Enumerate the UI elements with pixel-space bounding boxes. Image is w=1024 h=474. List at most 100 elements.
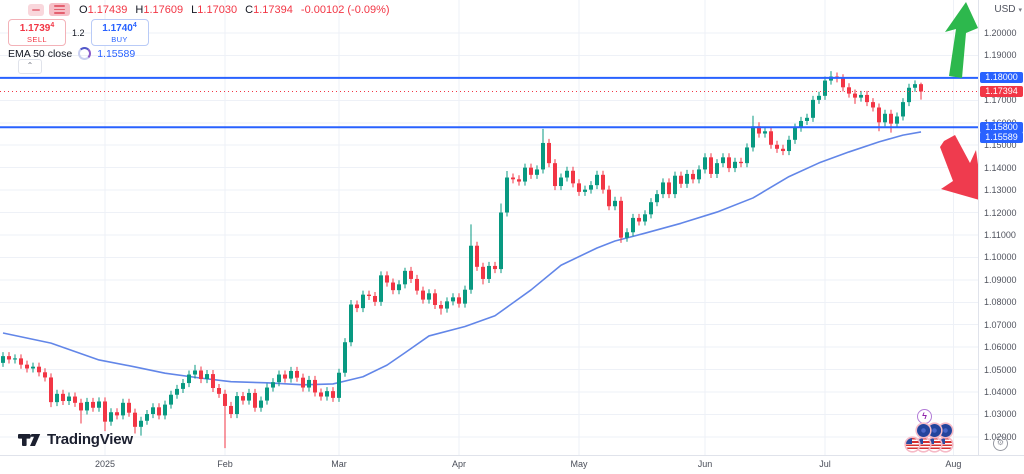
candle [469,224,473,294]
us-flag-icon[interactable] [906,438,919,451]
horizontal-level-lines[interactable] [0,76,978,129]
ema-indicator-legend[interactable]: EMA 50 close 1.15589 [8,47,135,60]
candle [85,397,89,415]
candle [427,289,431,304]
candle [433,289,437,310]
collapse-toolbar-icon[interactable] [28,3,44,16]
candle [613,196,617,211]
loading-spinner-icon [78,47,92,60]
price-tick-label: 1.17000 [984,95,1017,106]
eu-flag-icon[interactable] [917,424,930,437]
candle [595,170,599,190]
currency-selector[interactable]: USD ▾ [994,4,1022,15]
level-price-axis-label[interactable]: 1.15800 [980,121,1023,133]
chart-canvas[interactable] [0,0,1024,455]
candle [247,388,251,405]
candle [319,388,323,401]
us-flag-icon[interactable] [917,438,930,451]
candle [655,190,659,207]
candle [139,416,143,436]
candle [259,396,263,412]
candle [409,266,413,283]
candle [505,171,509,217]
candle [103,397,107,432]
collapse-legend-button[interactable]: ⌃ [18,59,42,74]
candle [361,290,365,313]
candle [13,354,17,364]
candle [325,387,329,401]
candle [871,98,875,112]
candle [283,370,287,383]
ema-value-axis-label[interactable]: 1.15589 [980,132,1023,144]
candle [289,366,293,383]
time-axis-label: May [570,459,588,469]
price-tick-label: 1.15000 [984,140,1017,151]
candle [385,271,389,287]
candle [277,370,281,387]
candle [715,159,719,178]
candle [817,91,821,104]
up-arrow-drawing[interactable] [945,2,978,78]
candle [535,165,539,179]
tradingview-logo-icon [18,433,41,446]
eu-flag-icon[interactable] [939,424,952,437]
candle [271,378,275,392]
candle [157,403,161,420]
candle [301,373,305,392]
candle [553,159,557,191]
candle [313,375,317,397]
candle [583,185,587,196]
candle [607,185,611,211]
candle [523,163,527,186]
lightning-event-icon[interactable]: ϟ [917,409,932,424]
candle [295,366,299,382]
tradingview-branding[interactable]: TradingView [18,431,133,448]
us-flag-icon[interactable] [928,438,941,451]
time-axis[interactable]: 2025 Feb Mar Apr May Jun Jul Aug [0,455,1024,474]
candle [169,390,173,409]
candle [673,171,677,199]
tradingview-logo-text: TradingView [47,431,133,448]
candle [463,285,467,308]
candle [697,165,701,184]
price-tick-label: 1.14000 [984,162,1017,173]
down-arrow-drawing[interactable] [940,135,983,201]
candle [823,76,827,100]
candle [703,153,707,174]
candle [685,169,689,188]
menu-icon[interactable] [49,3,70,16]
level-price-axis-label[interactable]: 1.18000 [980,72,1023,84]
candle [73,392,77,407]
candle [223,389,227,449]
indicator-value: 1.15589 [97,47,136,60]
currency-label: USD [994,4,1016,15]
candle [865,90,869,107]
candle [565,166,569,182]
candle [889,109,893,133]
candle [25,360,29,373]
sell-button[interactable]: 1.17394 SELL [8,19,66,46]
price-axis[interactable]: USD ▾ 1.200001.190001.170001.160001.1500… [978,0,1024,455]
candle [391,278,395,295]
candle [559,173,563,191]
price-tick-label: 1.06000 [984,342,1017,353]
candle [667,178,671,199]
candle [37,362,41,377]
candle [127,398,131,417]
candle [337,368,341,402]
axis-settings-gear-icon[interactable]: ⚙ [993,436,1008,451]
candle [31,362,35,373]
candle [853,89,857,104]
candle [355,300,359,313]
candle [775,140,779,153]
candle [397,280,401,295]
candle [517,175,521,186]
us-flag-icon[interactable] [939,438,952,451]
candle [163,400,167,420]
candle [49,373,53,408]
last-price-axis-label[interactable]: 1.17394 [980,85,1023,97]
candle [151,403,155,419]
eu-flag-icon[interactable] [928,424,941,437]
buy-button[interactable]: 1.17404 BUY [90,19,149,46]
candle [475,241,479,271]
